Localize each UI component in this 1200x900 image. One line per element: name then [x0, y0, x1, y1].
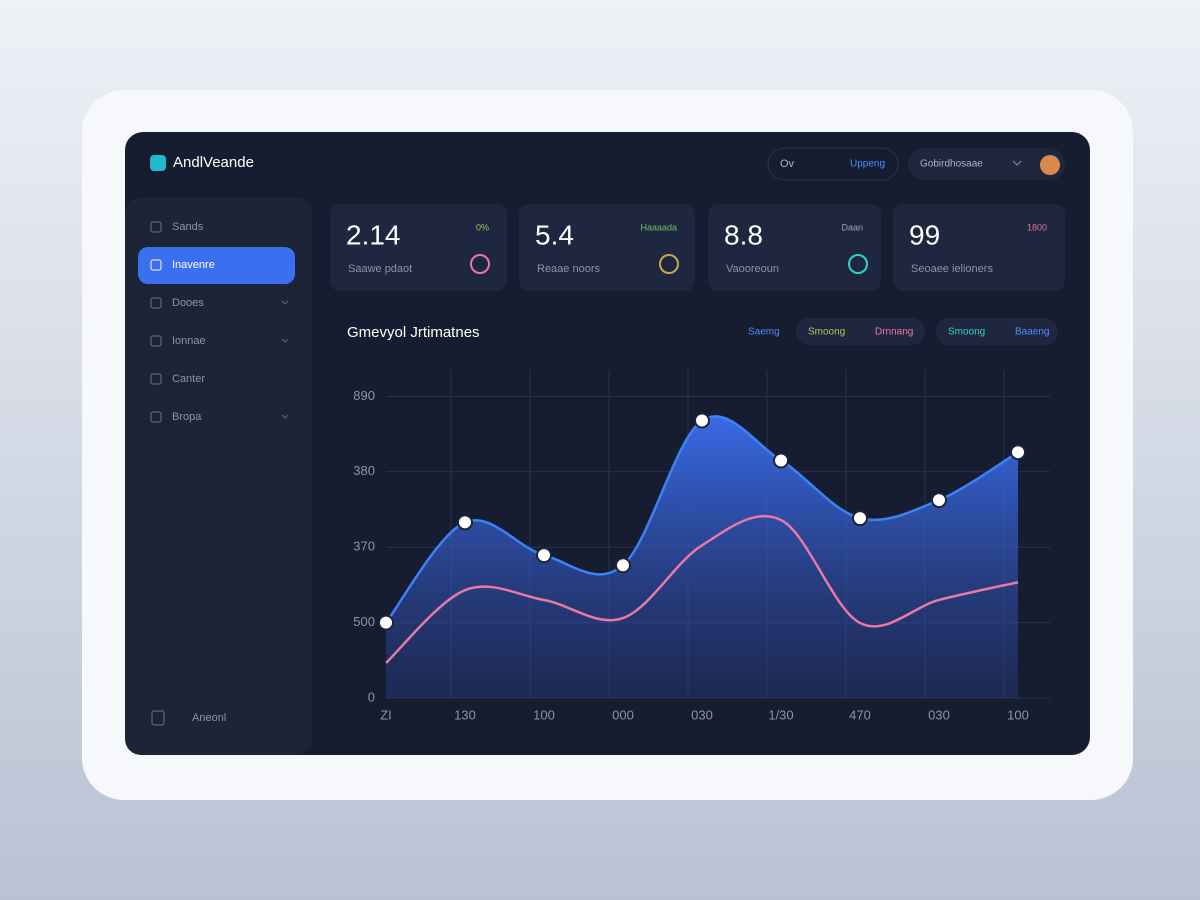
stat-ring	[659, 254, 679, 274]
stat-badge: Haaaada	[640, 222, 677, 232]
y-tick-label: 0	[368, 689, 375, 704]
point[interactable]	[536, 547, 552, 564]
brand: AndlVeande	[173, 154, 254, 171]
chart-title: Gmevyol Jrtimatnes	[347, 324, 480, 341]
chevron	[1012, 160, 1022, 166]
point[interactable]	[378, 614, 394, 631]
sidebar-item[interactable]: Dooes	[172, 297, 204, 309]
point[interactable]	[1010, 444, 1026, 461]
item-icon	[150, 411, 162, 423]
point[interactable]	[615, 557, 631, 574]
stat-label: Seoaee ielioners	[911, 263, 993, 275]
search-pill[interactable]	[767, 147, 899, 181]
x-tick-label: 100	[1007, 707, 1029, 722]
line	[385, 415, 1019, 624]
x-tick-label: 030	[928, 707, 950, 722]
account[interactable]: Gobirdhosaae	[920, 159, 983, 170]
y-tick-label: 380	[353, 463, 375, 478]
search[interactable]: Ov	[780, 158, 795, 170]
stat-label: Vaooreoun	[726, 263, 779, 275]
sidebar	[125, 197, 312, 755]
stat-value: 5.4	[535, 219, 574, 250]
chevron	[281, 414, 289, 419]
footer-icon	[151, 710, 165, 726]
legend-pill	[796, 318, 925, 345]
y-tick-label: 370	[353, 539, 375, 554]
avatar[interactable]	[1040, 155, 1060, 175]
chevron	[281, 300, 289, 305]
legend-pill	[936, 318, 1058, 345]
item-icon	[150, 297, 162, 309]
x-tick-label: ZI	[380, 707, 392, 722]
item-icon	[150, 259, 162, 271]
point[interactable]	[931, 492, 947, 509]
sidebar-item[interactable]: Ionnae	[172, 335, 206, 347]
sidebar-item[interactable]: Canter	[172, 373, 205, 385]
legend-item[interactable]: Drnnang	[875, 327, 913, 338]
chevron	[281, 338, 289, 343]
x-tick-label: 130	[454, 707, 476, 722]
point[interactable]	[457, 514, 473, 531]
x-tick-label: 1/30	[768, 707, 793, 722]
legend-item[interactable]: Smoong	[808, 327, 845, 338]
stat-value: 8.8	[724, 219, 763, 250]
sidebar-item[interactable]: Inavenre	[172, 259, 215, 271]
point[interactable]	[852, 510, 868, 527]
item-icon	[150, 335, 162, 347]
tab[interactable]: Uppeng	[850, 159, 885, 170]
x-tick-label: 100	[533, 707, 555, 722]
stat-badge: 1800	[1027, 222, 1047, 232]
brand-icon	[150, 155, 166, 171]
item-icon	[150, 221, 162, 233]
stat-badge: 0%	[476, 222, 489, 232]
area	[386, 416, 1018, 698]
account-pill[interactable]	[908, 148, 1065, 180]
stat-card	[330, 204, 507, 291]
stat-value: 2.14	[346, 219, 401, 250]
point[interactable]	[773, 452, 789, 469]
y-tick-label: 890	[353, 388, 375, 403]
legend-item[interactable]: Baaeng	[1015, 327, 1049, 338]
y-tick-label: 500	[353, 614, 375, 629]
stat-label: Saawe pdaot	[348, 263, 412, 275]
legend-item[interactable]: Smoong	[948, 327, 985, 338]
stat-ring	[848, 254, 868, 274]
legend-item[interactable]: Saemg	[748, 327, 780, 338]
item-icon	[150, 373, 162, 385]
stat-card	[519, 204, 695, 291]
active-item	[138, 247, 295, 284]
stat-card	[893, 204, 1065, 291]
x-tick-label: 000	[612, 707, 634, 722]
stat-ring	[470, 254, 490, 274]
stat-badge: Daan	[841, 222, 863, 232]
stat-card	[708, 204, 881, 291]
sidebar-item[interactable]: Bropa	[172, 411, 202, 423]
line	[385, 514, 1019, 664]
x-tick-label: 030	[691, 707, 713, 722]
sidebar-footer[interactable]: Aneonl	[192, 712, 226, 724]
sidebar-item[interactable]: Sands	[172, 221, 204, 233]
stat-label: Reaae noors	[537, 263, 600, 275]
stat-value: 99	[909, 219, 940, 250]
x-tick-label: 470	[849, 707, 871, 722]
point[interactable]	[694, 412, 710, 429]
